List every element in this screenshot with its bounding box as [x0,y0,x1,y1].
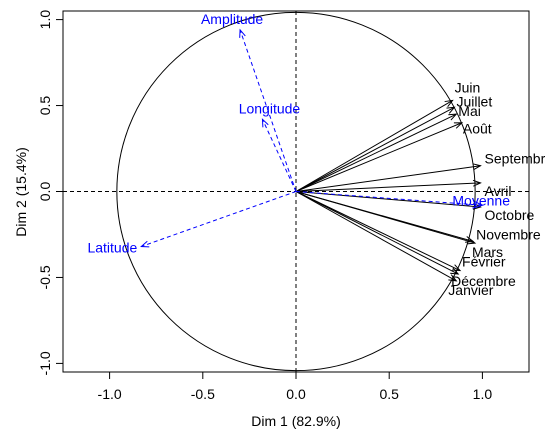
var-juin-label: Juin [455,79,481,95]
supp-latitude-arrowhead [140,240,150,248]
x-tick-label: 1.0 [473,386,493,402]
x-tick-label: -0.5 [191,386,215,402]
supp-amplitude-label: Amplitude [201,11,263,27]
x-tick-label: 0.5 [379,386,399,402]
x-tick-label: 0.0 [286,386,306,402]
y-tick-label: -1.0 [37,351,53,375]
y-tick-label: -0.5 [37,265,53,289]
var-octobre-label: Octobre [485,207,535,223]
x-axis: -1.0 -0.5 0.0 0.5 1.0 [98,371,493,402]
var-février-label: Février [462,254,506,270]
x-tick-label: -1.0 [98,386,122,402]
y-axis: -1.0 -0.5 0.0 0.5 1.0 [37,10,64,375]
var-janvier-arrowhead [448,274,458,282]
supp-moyenne-label: Moyenne [452,192,510,208]
var-mars-arrow [295,191,476,244]
var-août-arrowhead [453,122,464,129]
var-janvier-label: Janvier [448,282,493,298]
var-novembre-label: Novembre [476,226,541,242]
var-mai-arrowhead [448,113,458,121]
x-axis-title: Dim 1 (82.9%) [251,413,340,429]
var-octobre-arrowhead [472,202,482,210]
var-juin-arrow [295,99,453,192]
var-août-label: Août [463,121,492,137]
var-avril-arrow [295,182,481,192]
var-janvier-arrow [295,191,457,282]
supp-latitude-arrow [141,191,297,247]
supp-amplitude-arrow [239,29,297,192]
var-septembre-arrow [295,165,481,192]
var-septembre-label: Septembre [485,151,545,167]
var-décembre-label: Décembre [451,273,516,289]
var-avril-arrowhead [472,179,482,187]
y-tick-label: 1.0 [37,10,53,30]
variable-arrows [140,28,484,282]
supp-longitude-arrowhead [261,118,269,128]
supp-longitude-arrow [261,119,297,192]
var-décembre-arrow [295,191,459,275]
var-mars-arrowhead [466,237,477,245]
var-mai-label: Mai [458,103,481,119]
var-juin-arrowhead [444,99,454,107]
var-juillet-arrowhead [446,106,456,114]
var-juillet-label: Juillet [456,93,492,109]
y-axis-title: Dim 2 (15.4%) [13,147,29,236]
var-décembre-arrowhead [450,267,460,275]
var-juillet-arrow [295,106,455,192]
y-tick-label: 0.0 [37,182,53,202]
supp-longitude-label: Longitude [239,100,301,116]
var-mars-label: Mars [472,244,503,260]
supp-amplitude-arrowhead [239,28,246,38]
var-mai-arrow [295,113,457,192]
supp-moyenne-arrowhead [474,201,484,209]
var-avril-label: Avril [485,183,512,199]
supp-latitude-label: Latitude [87,240,137,256]
var-août-arrow [295,122,463,192]
var-février-arrow [295,191,461,272]
supp-moyenne-arrow [295,191,483,206]
var-septembre-arrowhead [472,163,482,171]
y-tick-label: 0.5 [37,96,53,116]
